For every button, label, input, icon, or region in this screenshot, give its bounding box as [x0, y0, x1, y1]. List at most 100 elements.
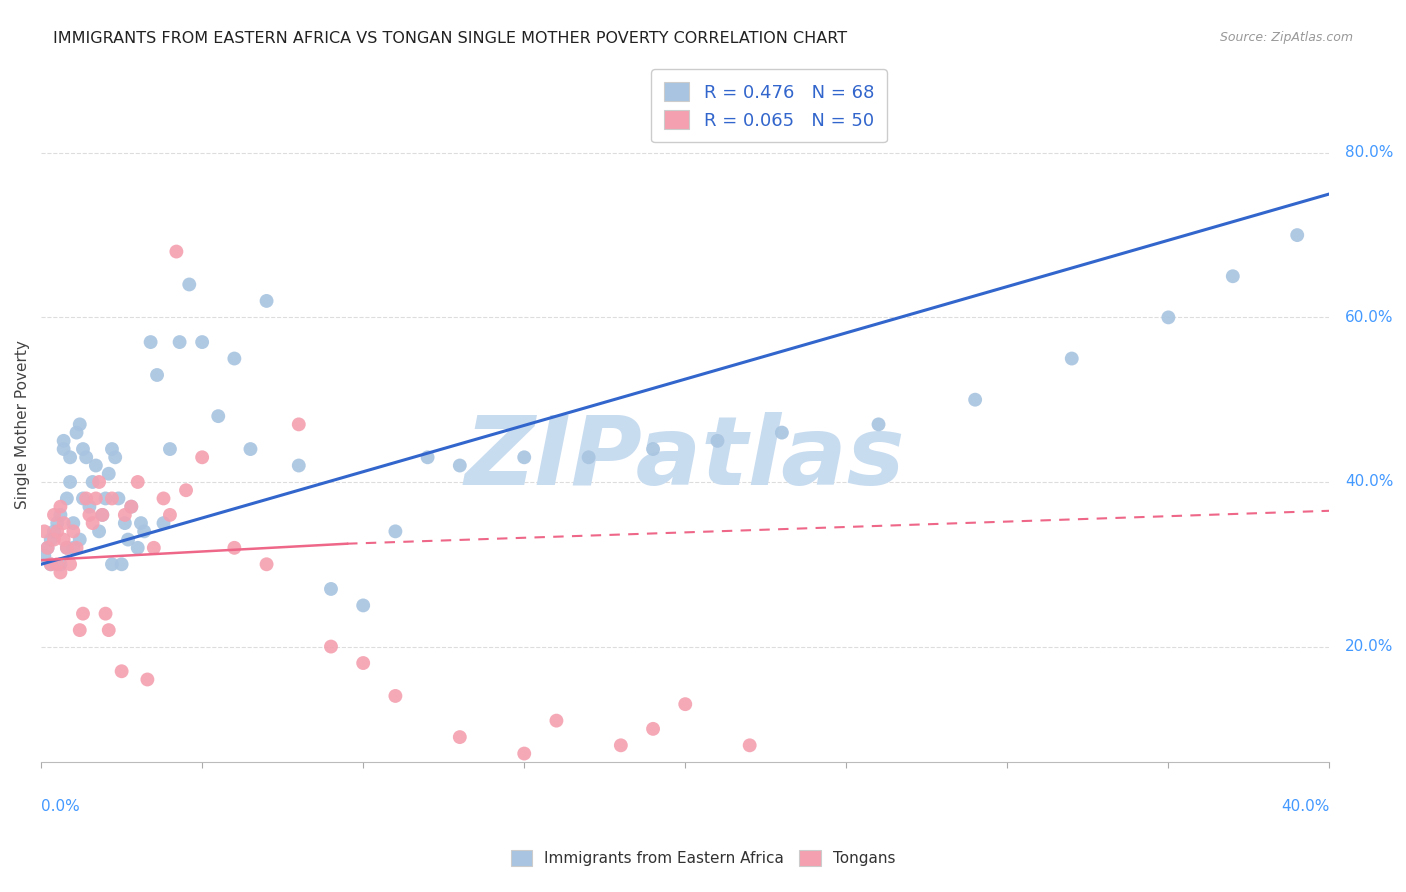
Point — [82, 516, 104, 530]
Point — [82, 475, 104, 489]
Point — [37, 541, 59, 555]
Text: 80.0%: 80.0% — [1346, 145, 1393, 161]
Point — [39, 558, 62, 572]
Point — [120, 500, 142, 514]
Point — [52, 533, 75, 547]
Point — [1222, 269, 1244, 284]
Point — [146, 368, 169, 382]
Text: 0.0%: 0.0% — [41, 799, 80, 814]
Point — [129, 516, 152, 530]
Point — [191, 334, 214, 349]
Point — [256, 293, 278, 308]
Point — [319, 640, 342, 654]
Point — [91, 508, 114, 522]
Point — [111, 665, 134, 679]
Point — [641, 722, 664, 736]
Point — [101, 491, 124, 506]
Point — [1157, 310, 1180, 325]
Point — [79, 500, 101, 514]
Point — [207, 409, 229, 424]
Point — [152, 491, 174, 506]
Point — [449, 730, 471, 744]
Point — [513, 747, 536, 761]
Point — [49, 500, 72, 514]
Point — [62, 541, 84, 555]
Text: 60.0%: 60.0% — [1346, 310, 1393, 325]
Point — [352, 656, 374, 670]
Point — [169, 334, 191, 349]
Point — [75, 450, 97, 465]
Point — [1286, 228, 1309, 243]
Point — [384, 689, 406, 703]
Point — [738, 739, 761, 753]
Point — [159, 508, 181, 522]
Text: 20.0%: 20.0% — [1346, 639, 1393, 654]
Point — [152, 516, 174, 530]
Point — [37, 541, 59, 555]
Point — [87, 475, 110, 489]
Point — [174, 483, 197, 498]
Point — [39, 533, 62, 547]
Point — [69, 533, 91, 547]
Point — [159, 442, 181, 456]
Point — [868, 417, 890, 432]
Point — [42, 508, 65, 522]
Point — [84, 458, 107, 473]
Point — [72, 607, 94, 621]
Point — [770, 425, 793, 440]
Point — [56, 491, 79, 506]
Point — [239, 442, 262, 456]
Point — [673, 697, 696, 711]
Point — [111, 558, 134, 572]
Point — [94, 491, 117, 506]
Point — [224, 541, 246, 555]
Point — [449, 458, 471, 473]
Point — [69, 417, 91, 432]
Point — [352, 599, 374, 613]
Point — [69, 623, 91, 637]
Point — [101, 558, 124, 572]
Point — [104, 450, 127, 465]
Point — [94, 607, 117, 621]
Point — [42, 533, 65, 547]
Point — [52, 516, 75, 530]
Y-axis label: Single Mother Poverty: Single Mother Poverty — [15, 340, 30, 508]
Point — [79, 508, 101, 522]
Point — [49, 558, 72, 572]
Point — [46, 524, 69, 539]
Point — [59, 558, 82, 572]
Point — [965, 392, 987, 407]
Point — [416, 450, 439, 465]
Point — [256, 558, 278, 572]
Text: 40.0%: 40.0% — [1281, 799, 1330, 814]
Point — [39, 558, 62, 572]
Text: 40.0%: 40.0% — [1346, 475, 1393, 490]
Point — [117, 533, 139, 547]
Point — [641, 442, 664, 456]
Point — [224, 351, 246, 366]
Point — [127, 475, 149, 489]
Point — [191, 450, 214, 465]
Point — [97, 623, 120, 637]
Point — [52, 434, 75, 448]
Point — [134, 524, 156, 539]
Point — [706, 434, 728, 448]
Point — [114, 516, 136, 530]
Point — [127, 541, 149, 555]
Point — [165, 244, 187, 259]
Point — [72, 442, 94, 456]
Point — [114, 508, 136, 522]
Point — [56, 541, 79, 555]
Point — [513, 450, 536, 465]
Point — [384, 524, 406, 539]
Point — [75, 491, 97, 506]
Point — [87, 524, 110, 539]
Point — [179, 277, 201, 292]
Point — [97, 467, 120, 481]
Legend: R = 0.476   N = 68, R = 0.065   N = 50: R = 0.476 N = 68, R = 0.065 N = 50 — [651, 69, 887, 142]
Point — [52, 442, 75, 456]
Text: Source: ZipAtlas.com: Source: ZipAtlas.com — [1219, 31, 1353, 45]
Text: IMMIGRANTS FROM EASTERN AFRICA VS TONGAN SINGLE MOTHER POVERTY CORRELATION CHART: IMMIGRANTS FROM EASTERN AFRICA VS TONGAN… — [53, 31, 848, 46]
Point — [49, 566, 72, 580]
Legend: Immigrants from Eastern Africa, Tongans: Immigrants from Eastern Africa, Tongans — [503, 842, 903, 873]
